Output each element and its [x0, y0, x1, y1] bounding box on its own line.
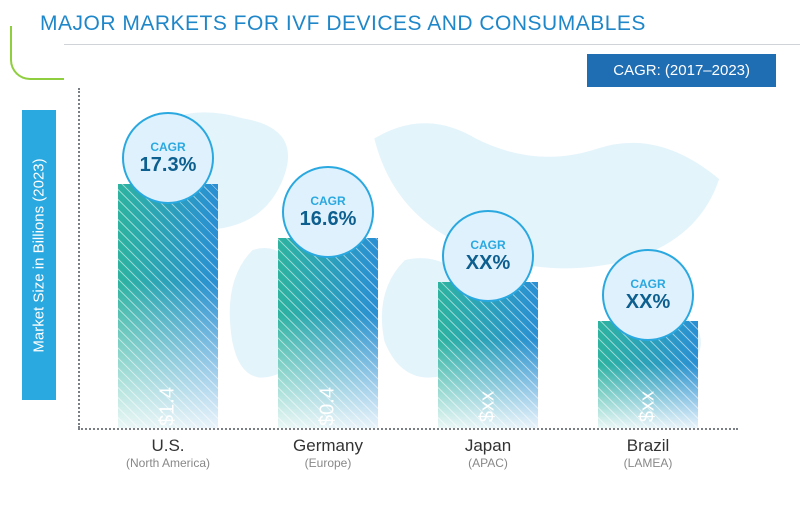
cagr-bubble-value: 17.3%	[140, 154, 197, 177]
cagr-bubble-label: CAGR	[150, 140, 185, 154]
x-label-region: (Europe)	[248, 456, 408, 470]
x-axis	[78, 428, 738, 430]
y-axis-label-box: Market Size in Billions (2023)	[22, 110, 56, 400]
cagr-bubble: CAGR16.6%	[282, 166, 374, 258]
bar-value-label: $xx	[477, 391, 500, 422]
cagr-bubble: CAGRXX%	[442, 210, 534, 302]
bar-value-label: $0.4	[317, 387, 340, 426]
bar-group: $xxCAGRXX%	[598, 321, 698, 428]
cagr-bubble: CAGRXX%	[602, 249, 694, 341]
bar-group: $0.4CAGR16.6%	[278, 238, 378, 428]
bar-group: $xxCAGRXX%	[438, 282, 538, 428]
x-axis-label: Germany(Europe)	[248, 436, 408, 470]
bar: $0.4	[278, 238, 378, 428]
title-underline	[64, 44, 800, 45]
x-axis-label: Brazil(LAMEA)	[568, 436, 728, 470]
cagr-bubble-label: CAGR	[310, 194, 345, 208]
title-block: MAJOR MARKETS FOR IVF DEVICES AND CONSUM…	[40, 12, 658, 36]
x-label-country: Japan	[408, 436, 568, 456]
bar: $1.4	[118, 184, 218, 428]
bar-value-label: $1.4	[157, 387, 180, 426]
cagr-bubble-label: CAGR	[470, 238, 505, 252]
x-axis-label: U.S.(North America)	[88, 436, 248, 470]
x-label-country: Brazil	[568, 436, 728, 456]
bar-value-label: $xx	[637, 391, 660, 422]
x-label-country: Germany	[248, 436, 408, 456]
cagr-bubble-value: XX%	[466, 252, 510, 275]
y-axis-label: Market Size in Billions (2023)	[31, 158, 48, 352]
cagr-bubble-value: XX%	[626, 291, 670, 314]
cagr-bubble-value: 16.6%	[300, 208, 357, 231]
x-axis-label: Japan(APAC)	[408, 436, 568, 470]
x-label-region: (North America)	[88, 456, 248, 470]
x-label-region: (APAC)	[408, 456, 568, 470]
cagr-bubble: CAGR17.3%	[122, 112, 214, 204]
chart-area: $1.4CAGR17.3%$0.4CAGR16.6%$xxCAGRXX%$xxC…	[78, 88, 738, 428]
bar-group: $1.4CAGR17.3%	[118, 184, 218, 428]
chart-title: MAJOR MARKETS FOR IVF DEVICES AND CONSUM…	[40, 12, 658, 36]
cagr-bubble-label: CAGR	[630, 277, 665, 291]
bar: $xx	[438, 282, 538, 428]
x-label-country: U.S.	[88, 436, 248, 456]
x-label-region: (LAMEA)	[568, 456, 728, 470]
